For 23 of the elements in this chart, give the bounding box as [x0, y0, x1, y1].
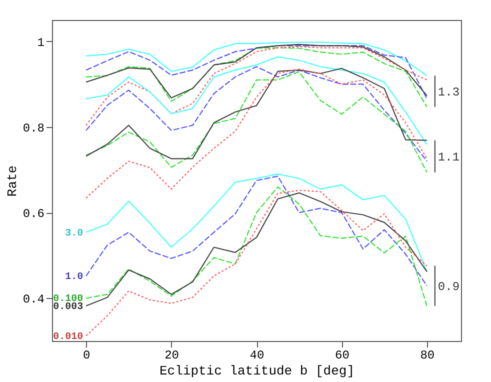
y-tick-label: 0.6	[22, 207, 44, 222]
line-series	[86, 47, 428, 108]
annotation: 1.3	[438, 85, 460, 100]
annotation: 0.9	[438, 280, 460, 294]
x-tick-label: 80	[420, 348, 435, 362]
annotation: 1.1	[438, 150, 460, 164]
series-label: 1.0	[65, 272, 84, 283]
line-series	[86, 68, 428, 199]
line-series	[86, 46, 428, 126]
series-label: 0.010	[53, 332, 84, 343]
x-tick-label: 20	[164, 348, 179, 362]
y-tick-label: 0.8	[22, 122, 44, 136]
series-label: 3.0	[65, 228, 84, 240]
x-axis-title: Ecliptic latitude b [deg]	[159, 364, 355, 378]
line-series	[86, 56, 428, 146]
y-tick-label: 1	[37, 36, 44, 50]
x-tick-label: 0	[82, 348, 90, 362]
x-tick-label: 60	[335, 348, 350, 362]
x-tick-label: 40	[250, 348, 264, 362]
line-series	[86, 190, 428, 336]
y-tick-label: 0.4	[22, 292, 44, 307]
line-series	[86, 42, 428, 76]
y-axis-title: Rate	[4, 165, 20, 197]
